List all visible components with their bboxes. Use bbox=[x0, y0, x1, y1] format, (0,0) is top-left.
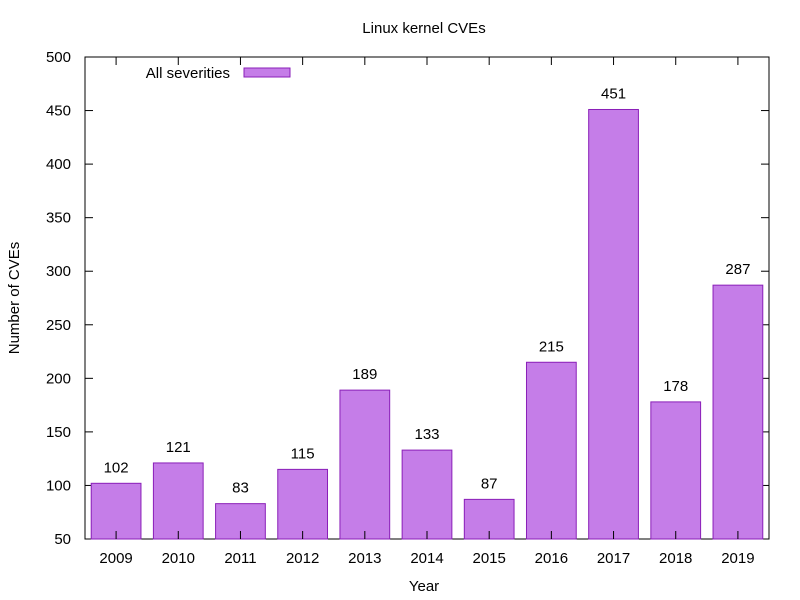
bar-2017 bbox=[588, 108, 639, 540]
y-tick-label: 200 bbox=[46, 370, 71, 387]
legend-swatch bbox=[243, 67, 291, 78]
y-tick-label: 350 bbox=[46, 210, 71, 227]
x-tick-label: 2009 bbox=[99, 550, 132, 567]
data-label: 287 bbox=[725, 261, 750, 278]
x-tick-label: 2011 bbox=[224, 550, 256, 567]
bar-2010 bbox=[152, 462, 204, 540]
x-tick-label: 2017 bbox=[597, 550, 630, 567]
x-tick-label: 2012 bbox=[286, 550, 319, 567]
data-label: 189 bbox=[352, 366, 377, 383]
x-tick-label: 2014 bbox=[410, 550, 443, 567]
data-label: 102 bbox=[104, 459, 129, 476]
x-tick-label: 2015 bbox=[472, 550, 505, 567]
y-tick-label: 300 bbox=[46, 263, 71, 280]
data-label: 215 bbox=[539, 338, 564, 355]
data-label: 121 bbox=[166, 439, 191, 456]
data-label: 83 bbox=[232, 480, 249, 497]
data-label: 115 bbox=[291, 445, 315, 462]
bar-2014 bbox=[401, 449, 453, 540]
legend: All severities bbox=[146, 65, 291, 82]
y-tick-label: 50 bbox=[54, 531, 71, 548]
data-labels: 102 121 83 115 189 133 87 215 451 178 287 bbox=[104, 85, 751, 496]
legend-label: All severities bbox=[146, 65, 230, 82]
x-tick-label: 2019 bbox=[721, 550, 754, 567]
data-label: 87 bbox=[481, 475, 498, 492]
y-tick-label: 400 bbox=[46, 156, 71, 173]
y-tick-label: 450 bbox=[46, 103, 71, 120]
x-tick-label: 2010 bbox=[162, 550, 195, 567]
x-axis: 2009 2010 2011 2012 2013 2014 2015 2016 2017 2018… bbox=[99, 57, 755, 567]
bar-2019 bbox=[712, 284, 764, 540]
data-label: 133 bbox=[414, 426, 439, 443]
x-tick-label: 2018 bbox=[659, 550, 692, 567]
data-label: 178 bbox=[663, 378, 688, 395]
chart-title: Linux kernel CVEs bbox=[362, 20, 485, 37]
bar-2016 bbox=[525, 361, 577, 540]
y-tick-label: 500 bbox=[46, 49, 71, 66]
y-tick-label: 100 bbox=[46, 477, 71, 494]
data-label: 451 bbox=[601, 85, 626, 102]
bar-2009 bbox=[90, 482, 142, 540]
bar-2013 bbox=[339, 389, 391, 540]
y-axis-label: Number of CVEs bbox=[6, 242, 23, 355]
x-axis-label: Year bbox=[409, 578, 439, 595]
x-tick-label: 2016 bbox=[535, 550, 568, 567]
y-tick-label: 250 bbox=[46, 317, 71, 334]
bar-2012 bbox=[277, 468, 329, 540]
bar-series bbox=[90, 108, 764, 540]
y-tick-label: 150 bbox=[46, 424, 71, 441]
y-axis: 50 100 150 200 250 300 350 400 450 500 bbox=[46, 49, 769, 548]
x-tick-label: 2013 bbox=[348, 550, 381, 567]
bar-2018 bbox=[650, 401, 702, 540]
